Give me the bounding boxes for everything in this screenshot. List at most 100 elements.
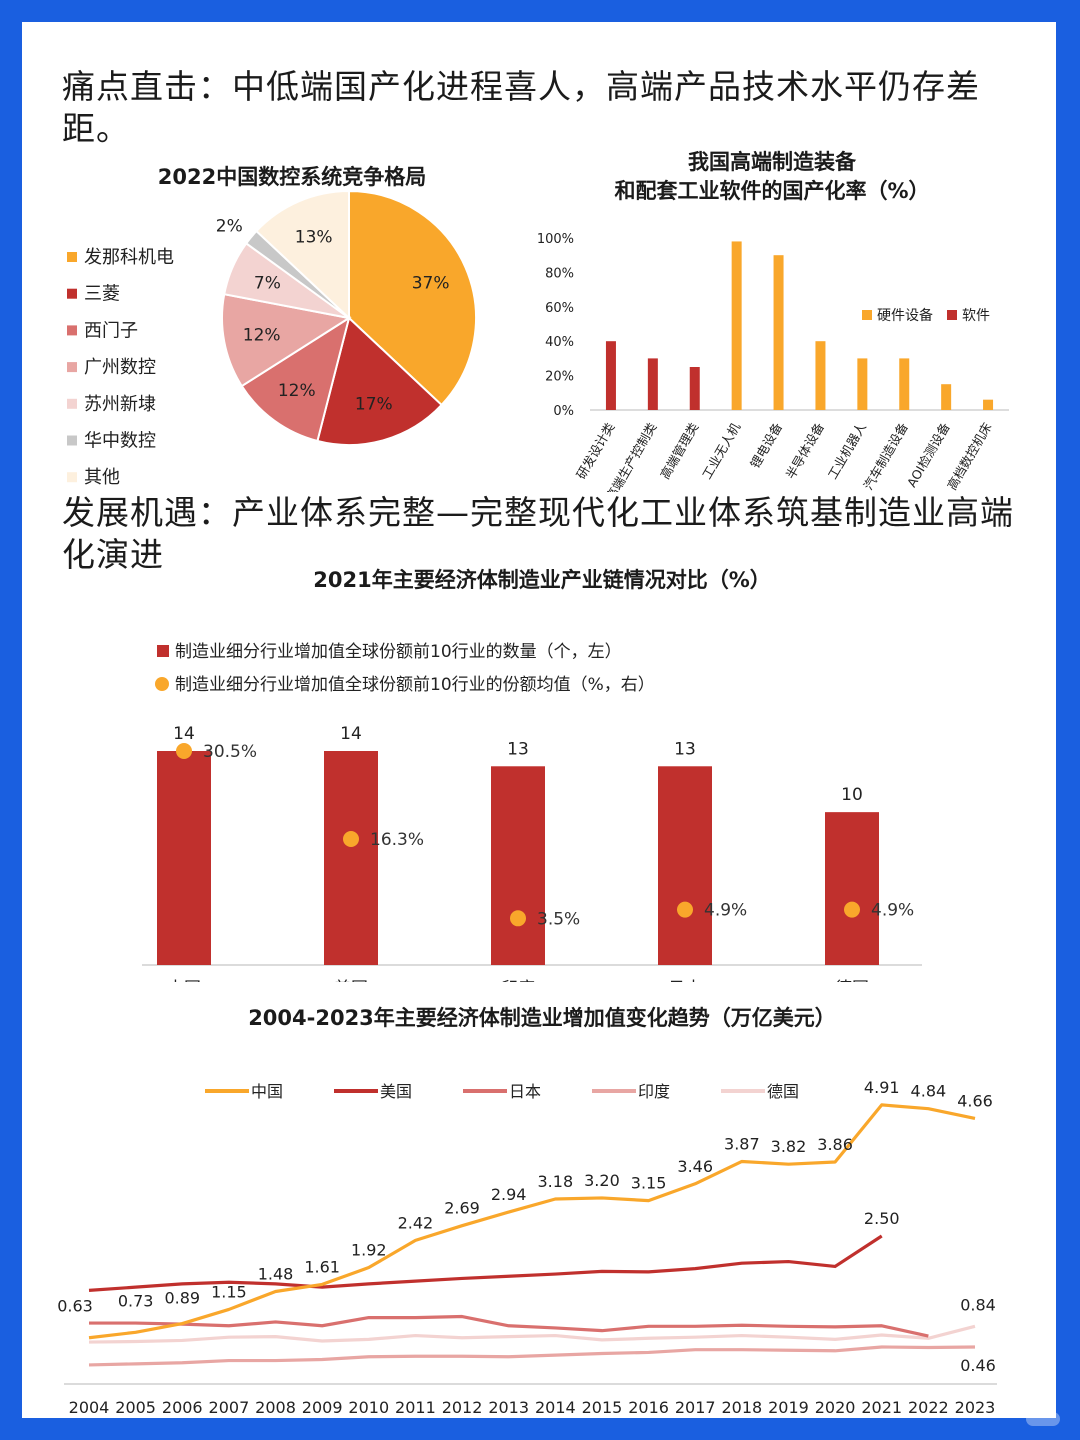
pie-legend-label: 西门子: [84, 320, 138, 341]
trend-value-label: 4.91: [864, 1078, 900, 1097]
pie-chart-title: 2022中国数控系统竞争格局: [157, 165, 427, 189]
trend-series-line: [88, 1324, 976, 1344]
y-tick-label: 40%: [545, 335, 574, 350]
chain-category-label: 日本: [668, 979, 702, 982]
chain-bar-value: 13: [674, 739, 696, 759]
manufacturing-trend-chart: 中国 美国 日本 印度 德国 2004 2005 2006 2007 2008 2009 2010 20…: [57, 1078, 997, 1417]
chain-legend-bar-swatch: [157, 645, 169, 657]
trend-value-label: 1.92: [351, 1241, 387, 1260]
trend-value-label: 4.66: [957, 1091, 993, 1110]
chain-share-label: 3.5%: [537, 909, 580, 929]
trend-series-line: [88, 1234, 883, 1292]
trend-year-label: 2010: [348, 1398, 389, 1417]
trend-year-label: 2023: [955, 1398, 996, 1417]
chain-category-label: 德国: [835, 979, 869, 982]
pie-slice: [221, 293, 352, 388]
x-category-label: 半导体设备: [783, 420, 827, 482]
section-heading-pain-points: 痛点直击：中低端国产化进程喜人，高端产品技术水平仍存差距。: [62, 67, 980, 148]
pie-legend-label: 华中数控: [84, 431, 156, 452]
pie-legend-swatch: [67, 435, 77, 446]
trend-year-label: 2011: [395, 1398, 436, 1417]
trend-value-label: 0.89: [164, 1289, 200, 1308]
chain-bar: [825, 812, 879, 965]
trend-value-label: 2.94: [491, 1185, 527, 1204]
bar-legend-swatch: [947, 310, 957, 320]
trend-year-label: 2012: [442, 1398, 483, 1417]
trend-value-label: 2.50: [864, 1209, 900, 1228]
localization-bar: [899, 358, 910, 410]
pie-value-label: 13%: [295, 227, 333, 247]
chain-share-label: 4.9%: [704, 901, 747, 921]
pie-value-label: 2%: [216, 217, 243, 237]
x-category-label: 工业无人机: [699, 420, 743, 482]
x-category-label: 高端管理类: [657, 420, 701, 482]
trend-series-line: [88, 1103, 976, 1340]
industry-chain-chart: 制造业细分行业增加值全球份额前10行业的数量（个，左） 制造业细分行业增加值全球份…: [142, 642, 922, 982]
trend-year-label: 2015: [582, 1398, 623, 1417]
trend-year-label: 2004: [69, 1398, 110, 1417]
pie-legend-label: 发那科机电: [84, 247, 174, 268]
trend-value-label: 3.20: [584, 1171, 620, 1190]
bar-legend-swatch: [862, 310, 872, 320]
chain-legend-dot-label: 制造业细分行业增加值全球份额前10行业的份额均值（%，右）: [175, 675, 655, 695]
trend-year-label: 2017: [675, 1398, 716, 1417]
chain-share-dot: [844, 901, 860, 918]
chain-bar-value: 10: [841, 785, 863, 805]
trend-year-label: 2021: [861, 1398, 902, 1417]
chain-share-dot: [343, 830, 359, 847]
pie-slice: [240, 315, 351, 443]
chain-legend-bar-label: 制造业细分行业增加值全球份额前10行业的数量（个，左）: [175, 642, 622, 662]
trend-value-label: 0.84: [960, 1295, 996, 1314]
chain-category-label: 印度: [501, 979, 535, 982]
chain-share-label: 4.9%: [871, 901, 914, 921]
x-category-label: 锂电设备: [747, 420, 785, 471]
localization-bar-chart: 100%80%60%40%20%0%研发设计类高端生产控制类高端管理类工业无人机…: [537, 232, 1009, 492]
chain-legend-dot-swatch: [155, 677, 169, 691]
pie-slice: [348, 192, 477, 407]
trend-value-label: 0.73: [118, 1291, 154, 1310]
y-tick-label: 80%: [545, 266, 574, 281]
trend-legend-label: 德国: [767, 1082, 799, 1101]
localization-bar: [731, 241, 742, 410]
trend-year-label: 2016: [628, 1398, 669, 1417]
pie-legend-swatch: [67, 362, 77, 373]
trend-year-label: 2007: [209, 1398, 250, 1417]
trend-value-label: 3.82: [771, 1137, 807, 1156]
trend-series-line: [89, 1314, 929, 1338]
industry-chain-chart-title: 2021年主要经济体制造业产业链情况对比（%）: [313, 568, 771, 592]
pie-value-label: 12%: [243, 326, 281, 346]
chain-share-dot: [677, 901, 693, 918]
trend-value-label: 3.15: [631, 1174, 667, 1193]
pie-legend-label: 苏州新埭: [84, 394, 156, 415]
trend-year-label: 2020: [815, 1398, 856, 1417]
trend-year-label: 2005: [115, 1398, 156, 1417]
localization-bar: [773, 255, 784, 410]
trend-year-label: 2013: [488, 1398, 529, 1417]
trend-year-label: 2009: [302, 1398, 343, 1417]
trend-year-label: 2019: [768, 1398, 809, 1417]
section-heading-opportunities: 发展机遇：产业体系完整—完整现代化工业体系筑基制造业高端化演进: [62, 493, 1014, 574]
trend-value-label: 3.86: [817, 1135, 853, 1154]
trend-series-line: [88, 1345, 976, 1367]
y-tick-label: 60%: [545, 301, 574, 316]
chain-share-dot: [510, 910, 526, 927]
trend-legend-label: 日本: [509, 1082, 541, 1101]
localization-bar: [689, 367, 700, 410]
pie-value-label: 37%: [412, 274, 450, 294]
trend-value-label: 3.87: [724, 1134, 760, 1153]
pie-legend-label: 三菱: [84, 284, 120, 305]
trend-value-label: 1.48: [258, 1264, 294, 1283]
pie-legend-label: 其他: [84, 467, 120, 488]
pie-value-label: 7%: [254, 274, 281, 294]
trend-year-label: 2014: [535, 1398, 576, 1417]
chain-bar: [324, 751, 378, 965]
trend-value-label: 4.84: [911, 1082, 947, 1101]
localization-bar: [815, 341, 826, 410]
trend-year-label: 2008: [255, 1398, 296, 1417]
localization-bar: [857, 358, 868, 410]
pie-slice: [316, 316, 443, 446]
pie-legend-swatch: [67, 288, 77, 299]
watermark-badge: [1026, 1412, 1060, 1426]
trend-value-label: 0.63: [57, 1297, 93, 1316]
x-category-label: 高档数控机床: [944, 420, 995, 492]
